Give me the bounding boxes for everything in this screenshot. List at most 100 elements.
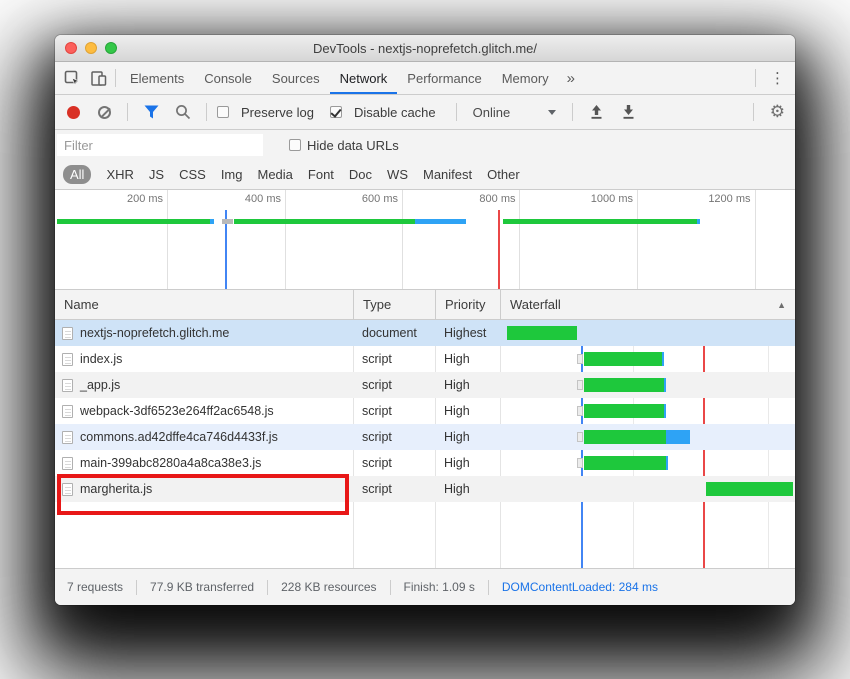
overview-gridline — [284, 190, 286, 289]
document-icon — [62, 352, 73, 366]
tab-sources[interactable]: Sources — [271, 70, 320, 86]
record-network-log-button[interactable] — [67, 105, 80, 119]
overview-bar-segment-gray — [222, 219, 233, 224]
zoom-window-button[interactable] — [105, 42, 117, 54]
import-har-icon[interactable] — [583, 99, 609, 125]
filter-chip-manifest[interactable]: Manifest — [423, 167, 473, 182]
request-name-cell: webpack-3df6523e264ff2ac6548.js — [55, 398, 353, 424]
request-waterfall-cell — [500, 320, 795, 346]
export-har-icon[interactable] — [615, 99, 641, 125]
disable-cache-label[interactable]: Disable cache — [353, 104, 436, 120]
document-icon — [62, 326, 73, 340]
disable-cache-checkbox[interactable] — [329, 106, 342, 118]
tab-elements[interactable]: Elements — [130, 70, 185, 86]
clear-network-log-icon[interactable] — [98, 105, 111, 119]
waterfall-bar-blue — [666, 430, 690, 444]
overview-bar-segment-blue — [210, 219, 215, 224]
throttling-dropdown[interactable]: Online — [473, 105, 557, 120]
divider — [127, 103, 128, 121]
preserve-log-checkbox[interactable] — [217, 106, 229, 118]
column-header-waterfall[interactable]: Waterfall — [500, 290, 795, 319]
request-name: nextjs-noprefetch.glitch.me — [80, 326, 230, 340]
filter-chip-all[interactable]: All — [63, 165, 92, 184]
request-priority-cell: High — [444, 378, 470, 392]
divider — [267, 579, 269, 595]
overview-tick-label: 1000 ms — [590, 193, 633, 205]
request-row[interactable]: main-399abc8280a4a8ca38e3.js script High — [55, 450, 795, 476]
preserve-log-label[interactable]: Preserve log — [241, 104, 314, 120]
waterfall-bar — [584, 456, 669, 470]
timeline-overview[interactable]: 200 ms 400 ms 600 ms 800 ms 1000 ms 1200 ms — [55, 190, 795, 290]
filter-chip-js[interactable]: JS — [148, 167, 165, 182]
title-bar: DevTools - nextjs-noprefetch.glitch.me/ — [55, 35, 795, 62]
devtools-menu-icon[interactable]: ⋮ — [770, 70, 785, 87]
minimize-window-button[interactable] — [85, 42, 97, 54]
waterfall-bar — [584, 378, 667, 392]
close-window-button[interactable] — [65, 42, 77, 54]
request-row[interactable]: margherita.js script High — [55, 476, 795, 502]
filter-chip-img[interactable]: Img — [220, 167, 243, 182]
filter-chip-font[interactable]: Font — [307, 167, 334, 182]
request-table-body: nextjs-noprefetch.glitch.me document Highe… — [55, 320, 795, 568]
hide-data-urls-label[interactable]: Hide data URLs — [307, 137, 399, 153]
document-icon — [62, 430, 73, 444]
request-priority-cell: High — [444, 456, 470, 470]
status-item: Finish: 1.09 s — [403, 580, 475, 594]
filter-chip-xhr[interactable]: XHR — [106, 167, 134, 182]
request-row[interactable]: webpack-3df6523e264ff2ac6548.js script Hig… — [55, 398, 795, 424]
tab-network[interactable]: Network — [329, 62, 398, 94]
request-waterfall-cell — [500, 372, 795, 398]
hide-data-urls-checkbox[interactable] — [289, 139, 301, 151]
request-name: commons.ad42dffe4ca746d4433f.js — [80, 430, 278, 444]
device-toolbar-icon[interactable] — [85, 65, 111, 91]
overview-gridline — [401, 190, 403, 289]
sort-order-icon[interactable]: ▲ — [777, 299, 786, 310]
filter-chip-css[interactable]: CSS — [179, 167, 206, 182]
filter-chip-other[interactable]: Other — [487, 167, 520, 182]
request-waterfall-cell — [500, 450, 795, 476]
tab-console[interactable]: Console — [204, 70, 252, 86]
waterfall-bar-green — [705, 482, 793, 496]
tab-performance[interactable]: Performance — [407, 70, 482, 86]
search-icon[interactable] — [170, 99, 196, 125]
request-waterfall-cell — [500, 398, 795, 424]
inspect-element-icon[interactable] — [59, 65, 85, 91]
divider — [487, 579, 489, 595]
column-header-name[interactable]: Name — [64, 297, 99, 312]
waterfall-bar-green — [584, 378, 664, 392]
waterfall-bar — [705, 482, 793, 496]
request-waterfall-cell — [500, 346, 795, 372]
status-item: DOMContentLoaded: 284 ms — [501, 580, 658, 594]
divider — [206, 103, 207, 121]
waterfall-bar-blue — [664, 378, 667, 392]
request-priority-cell: High — [444, 404, 470, 418]
request-row[interactable]: _app.js script High — [55, 372, 795, 398]
waterfall-stalled-segment — [576, 458, 584, 468]
filter-chip-doc[interactable]: Doc — [348, 167, 373, 182]
more-tabs-icon[interactable]: » — [566, 69, 576, 87]
column-header-priority[interactable]: Priority — [435, 290, 500, 319]
overview-gridline — [754, 190, 756, 289]
waterfall-bar-green — [584, 404, 664, 418]
filter-chip-ws[interactable]: WS — [387, 167, 408, 182]
settings-gear-icon[interactable]: ⚙ — [769, 102, 785, 121]
column-header-type[interactable]: Type — [353, 290, 435, 319]
status-bar: 7 requests 77.9 KB transferred 228 KB reso… — [55, 568, 795, 605]
overview-bar-segment-green — [57, 219, 211, 224]
divider — [115, 69, 116, 87]
request-row[interactable]: commons.ad42dffe4ca746d4433f.js script Hig… — [55, 424, 795, 450]
request-type-cell: script — [362, 456, 392, 470]
overview-gridline — [167, 190, 169, 289]
request-row[interactable]: index.js script High — [55, 346, 795, 372]
tab-memory[interactable]: Memory — [501, 70, 549, 86]
divider — [755, 69, 756, 87]
divider — [136, 579, 138, 595]
waterfall-stalled-segment — [576, 432, 584, 442]
overview-gridline — [519, 190, 521, 289]
filter-funnel-icon[interactable] — [138, 99, 164, 125]
overview-request-bar — [234, 219, 466, 224]
request-row[interactable]: nextjs-noprefetch.glitch.me document Highe… — [55, 320, 795, 346]
filter-input[interactable] — [57, 134, 263, 156]
filter-chip-media[interactable]: Media — [257, 167, 293, 182]
